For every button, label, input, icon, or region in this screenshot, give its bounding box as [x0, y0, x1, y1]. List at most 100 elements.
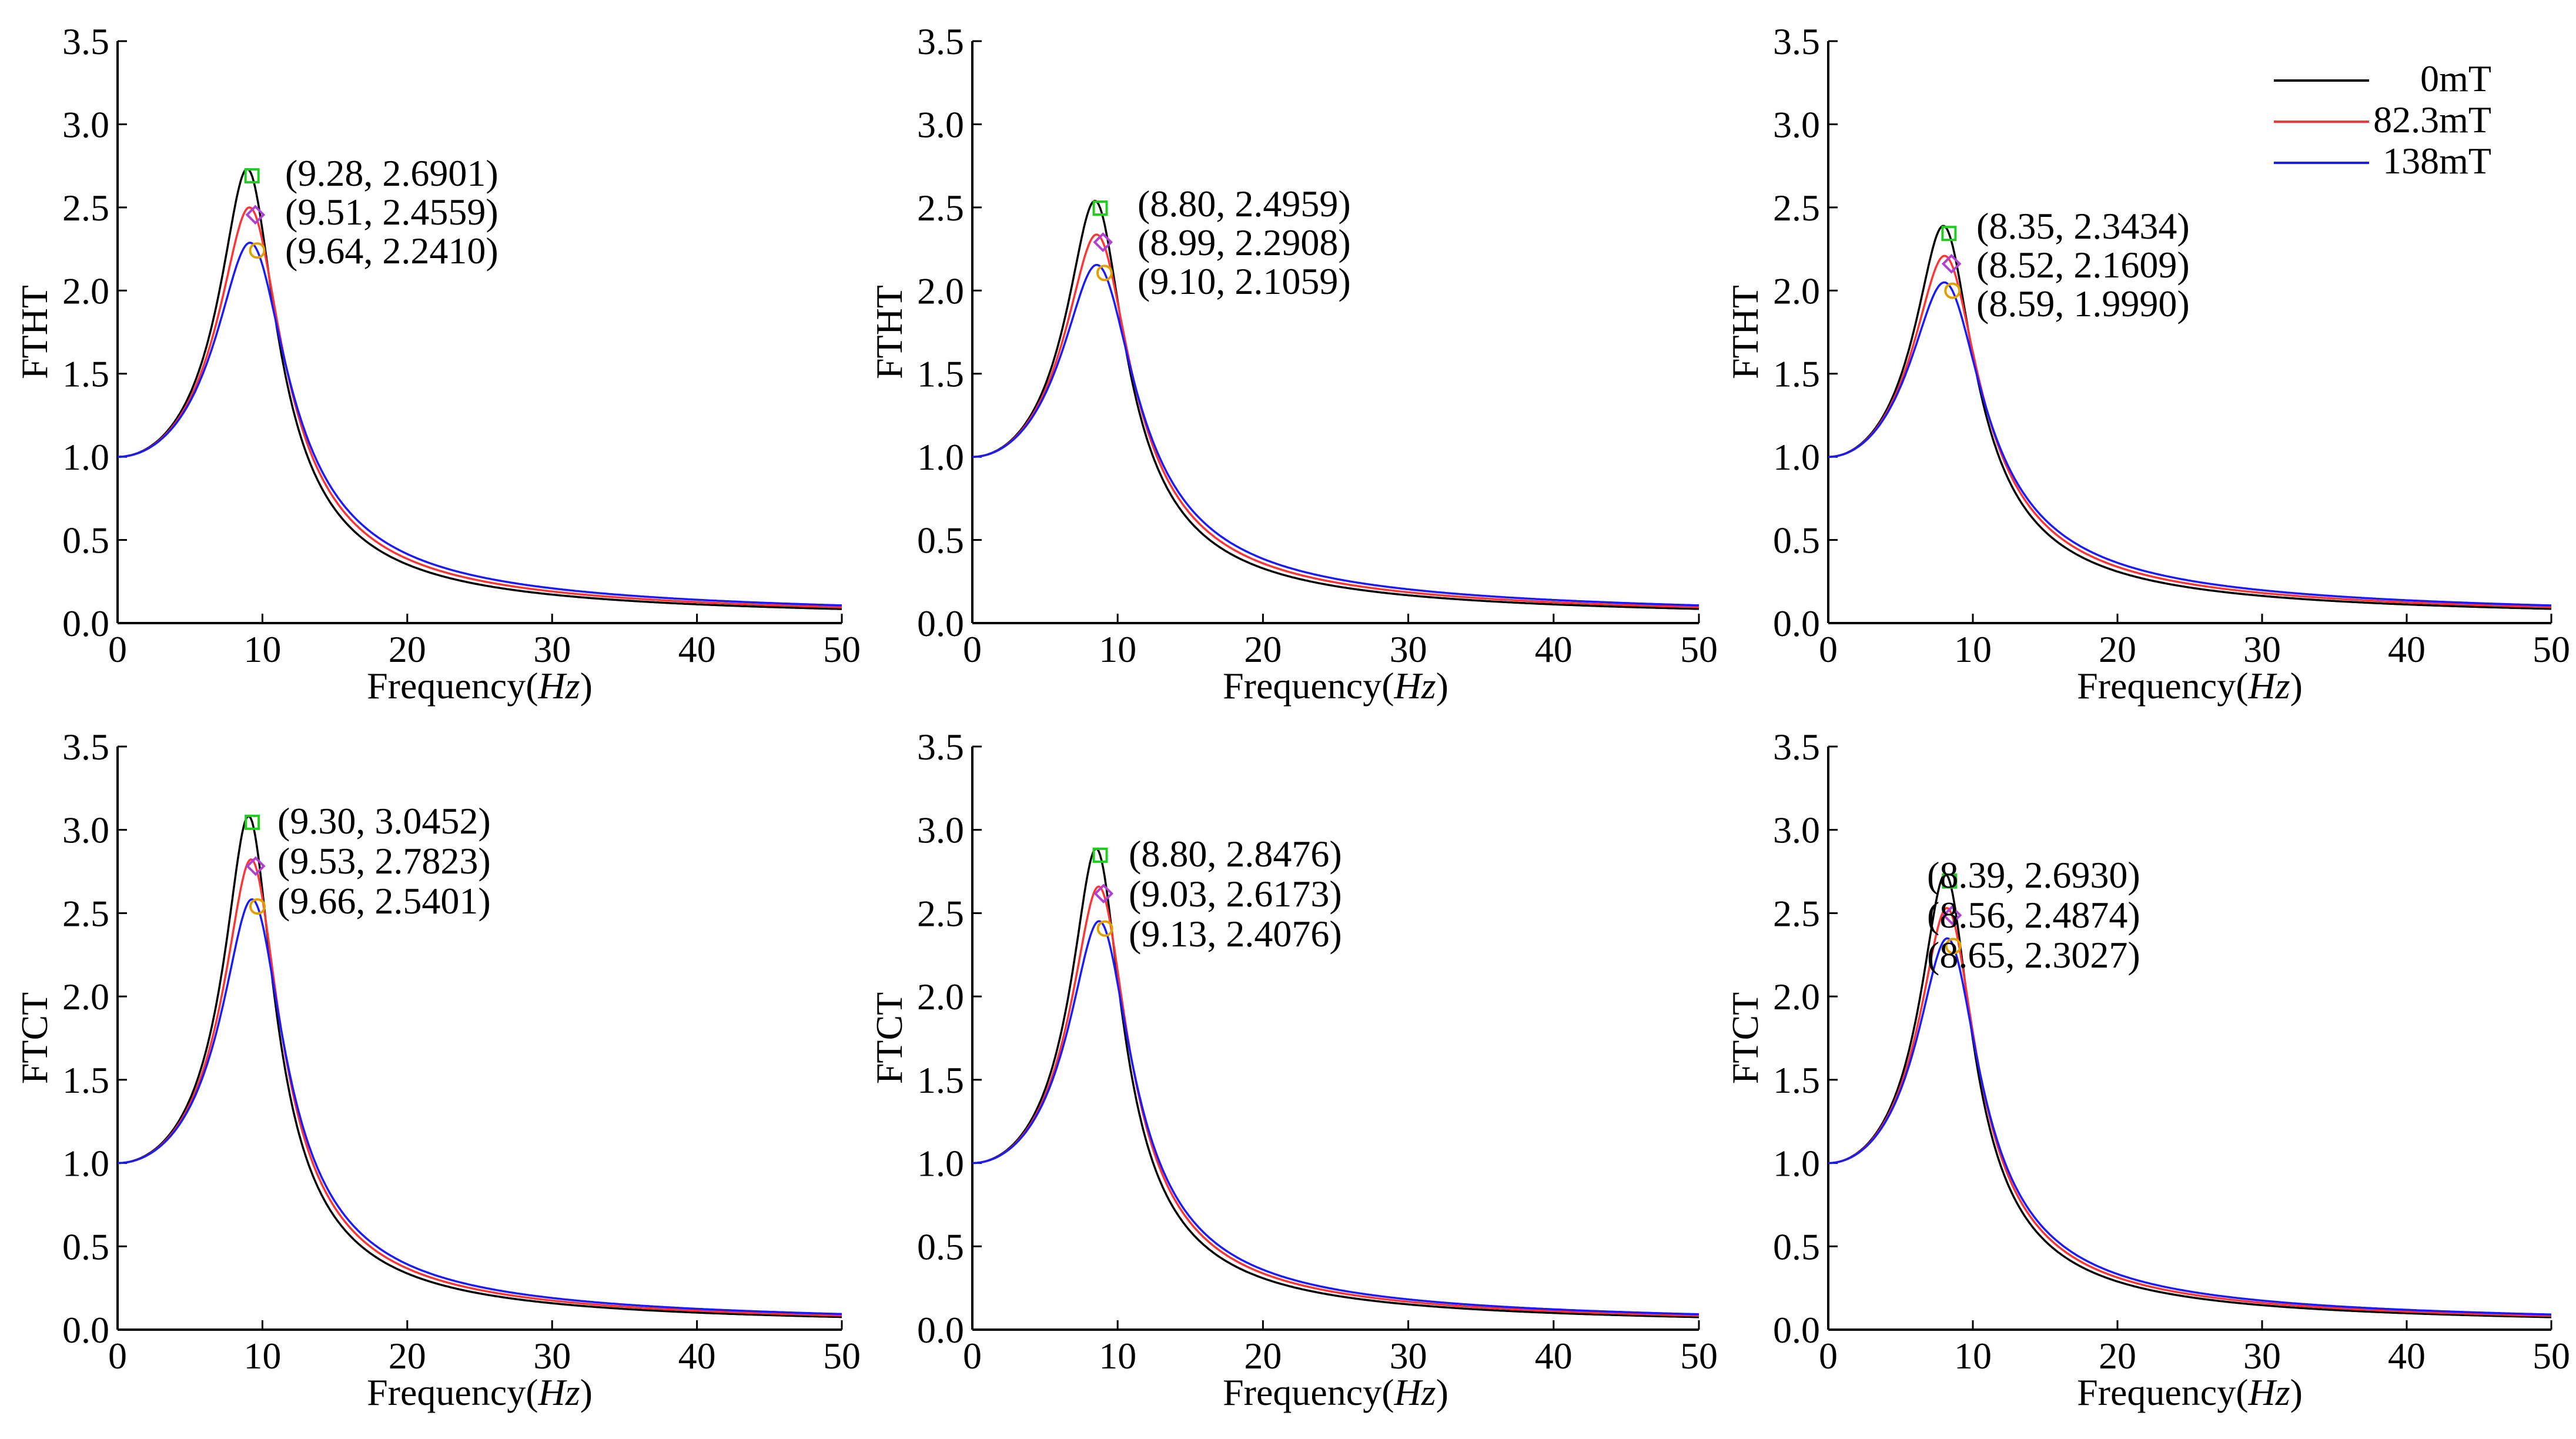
peak-annotation: (8.59, 1.9990) — [1976, 283, 2190, 324]
series-line-82.3mT — [117, 858, 842, 1317]
x-tick-label: 0 — [108, 1335, 127, 1377]
x-axis-title-paren: ) — [1436, 665, 1448, 707]
subplot-4: 0.0 0.5 1.0 1.5 2.0 2.5 3.0 3.5 0 10 20 30 40 50 FTCT F… — [14, 726, 861, 1413]
x-tick-label: 10 — [1954, 1335, 1992, 1377]
y-tick-label: 1.0 — [917, 436, 964, 478]
peak-annotation: (9.13, 2.4076) — [1129, 913, 1342, 955]
series-line-82.3mT — [118, 206, 842, 608]
x-axis-title: Frequency(Hz) — [367, 665, 593, 707]
peak-annotation: (9.53, 2.7823) — [277, 840, 491, 882]
peak-marker-circle — [249, 242, 266, 259]
x-tick-label: 50 — [1680, 628, 1718, 670]
y-tick-label: 3.5 — [917, 726, 964, 768]
peak-annotation: (9.66, 2.5401) — [277, 880, 491, 922]
x-axis-title-unit: Hz — [1394, 665, 1436, 707]
x-axis-title-paren: ) — [580, 1371, 593, 1413]
x-tick-label: 0 — [1819, 628, 1838, 670]
x-tick-label: 40 — [1535, 628, 1573, 670]
y-tick-label: 2.0 — [62, 976, 109, 1018]
y-tick-label: 0.5 — [917, 1226, 964, 1267]
x-axis-title-unit: Hz — [538, 665, 580, 707]
x-tick-label: 50 — [2532, 628, 2570, 670]
x-axis-title-paren: ( — [2236, 1371, 2248, 1413]
y-tick-label: 0.0 — [917, 603, 964, 644]
x-axis-title-text: Frequency — [1223, 665, 1381, 707]
x-axis-title-text: Frequency — [367, 1371, 526, 1413]
peak-marker-diamond — [1093, 884, 1114, 904]
x-tick-label: 30 — [533, 1335, 571, 1377]
x-axis-title-text: Frequency — [1223, 1371, 1381, 1413]
y-tick-label: 3.5 — [1773, 726, 1820, 768]
x-tick-label: 50 — [823, 1335, 861, 1377]
x-tick-label: 40 — [1535, 1335, 1573, 1377]
y-tick-label: 1.5 — [1773, 353, 1820, 395]
y-axis-title: FTHT — [868, 285, 910, 379]
x-tick-label: 30 — [2243, 628, 2281, 670]
subplot-3: 0.0 0.5 1.0 1.5 2.0 2.5 3.0 3.5 0 10 20 30 40 50 FTHT F… — [1724, 21, 2570, 707]
y-tick-label: 2.0 — [1773, 270, 1820, 312]
y-tick-label: 2.5 — [62, 892, 109, 934]
x-axis-title-paren: ( — [1381, 665, 1394, 707]
y-tick-label: 1.0 — [1773, 436, 1820, 478]
x-tick-label: 40 — [678, 1335, 716, 1377]
x-tick-label: 10 — [1099, 1335, 1136, 1377]
x-axis-title-text: Frequency — [367, 665, 526, 707]
y-tick-label: 1.0 — [62, 436, 109, 478]
series-line-82.3mT — [1828, 255, 2552, 608]
x-tick-label: 0 — [1819, 1335, 1838, 1377]
y-tick-label: 1.5 — [62, 353, 109, 395]
x-tick-label: 20 — [1244, 1335, 1282, 1377]
y-tick-label: 0.5 — [1773, 1226, 1820, 1267]
x-tick-label: 50 — [2532, 1335, 2570, 1377]
y-tick-label: 2.5 — [62, 187, 109, 229]
y-tick-label: 3.0 — [62, 809, 109, 851]
peak-marker-circle — [1096, 265, 1113, 282]
x-axis-title-paren: ( — [526, 1371, 538, 1413]
y-tick-label: 0.0 — [1773, 1309, 1820, 1351]
subplot-1: 0.0 0.5 1.0 1.5 2.0 2.5 3.0 3.5 0 10 20 30 40 50 FTHT F… — [14, 21, 861, 707]
x-axis-title: Frequency(Hz) — [1223, 1371, 1448, 1413]
x-tick-label: 20 — [2099, 1335, 2136, 1377]
x-tick-label: 40 — [2388, 628, 2426, 670]
y-axis-title: FTHT — [14, 285, 55, 379]
peak-annotation: (8.80, 2.8476) — [1129, 833, 1342, 875]
x-axis-title-paren: ( — [1381, 1371, 1394, 1413]
y-axis-title: FTHT — [1724, 285, 1766, 379]
subplot-5: 0.0 0.5 1.0 1.5 2.0 2.5 3.0 3.5 0 10 20 30 40 50 FTCT F… — [868, 726, 1718, 1413]
x-tick-label: 0 — [963, 628, 982, 670]
x-tick-label: 20 — [389, 1335, 426, 1377]
y-tick-label: 2.5 — [917, 892, 964, 934]
peak-annotation: (9.28, 2.6901) — [285, 152, 499, 194]
x-tick-label: 10 — [1099, 628, 1136, 670]
series-line-0mT — [118, 168, 842, 610]
series-line-138mT — [972, 920, 1700, 1316]
y-tick-label: 1.0 — [1773, 1143, 1820, 1184]
peak-annotation: (9.64, 2.2410) — [285, 230, 499, 272]
x-tick-label: 10 — [243, 1335, 281, 1377]
x-tick-label: 0 — [963, 1335, 982, 1377]
peak-annotation: (9.10, 2.1059) — [1138, 260, 1351, 302]
x-axis-title-unit: Hz — [2248, 665, 2290, 707]
peak-marker-circle — [1945, 938, 1962, 955]
x-axis-title-paren: ) — [580, 665, 593, 707]
x-tick-label: 50 — [1680, 1335, 1718, 1377]
series-line-138mT — [1828, 937, 2552, 1316]
peak-marker-square — [244, 168, 260, 184]
legend-label: 138mT — [2383, 140, 2491, 182]
series-line-0mT — [1828, 225, 2552, 610]
y-axis-title: FTCT — [868, 992, 910, 1084]
peak-annotation: (8.39, 2.6930) — [1927, 854, 2140, 896]
y-axis-title: FTCT — [1724, 992, 1766, 1084]
peak-marker-diamond — [1942, 905, 1962, 925]
y-tick-label: 3.5 — [62, 726, 109, 768]
x-axis-title: Frequency(Hz) — [367, 1371, 593, 1413]
y-tick-label: 0.5 — [62, 520, 109, 561]
series-line-0mT — [1828, 873, 2551, 1318]
y-tick-label: 0.0 — [62, 1309, 109, 1351]
y-tick-label: 3.5 — [62, 21, 109, 62]
peak-annotation: (9.03, 2.6173) — [1129, 873, 1342, 915]
x-axis-title-text: Frequency — [2077, 665, 2236, 707]
y-tick-label: 1.5 — [917, 1059, 964, 1101]
y-tick-label: 2.0 — [917, 270, 964, 312]
x-tick-label: 40 — [2388, 1335, 2426, 1377]
